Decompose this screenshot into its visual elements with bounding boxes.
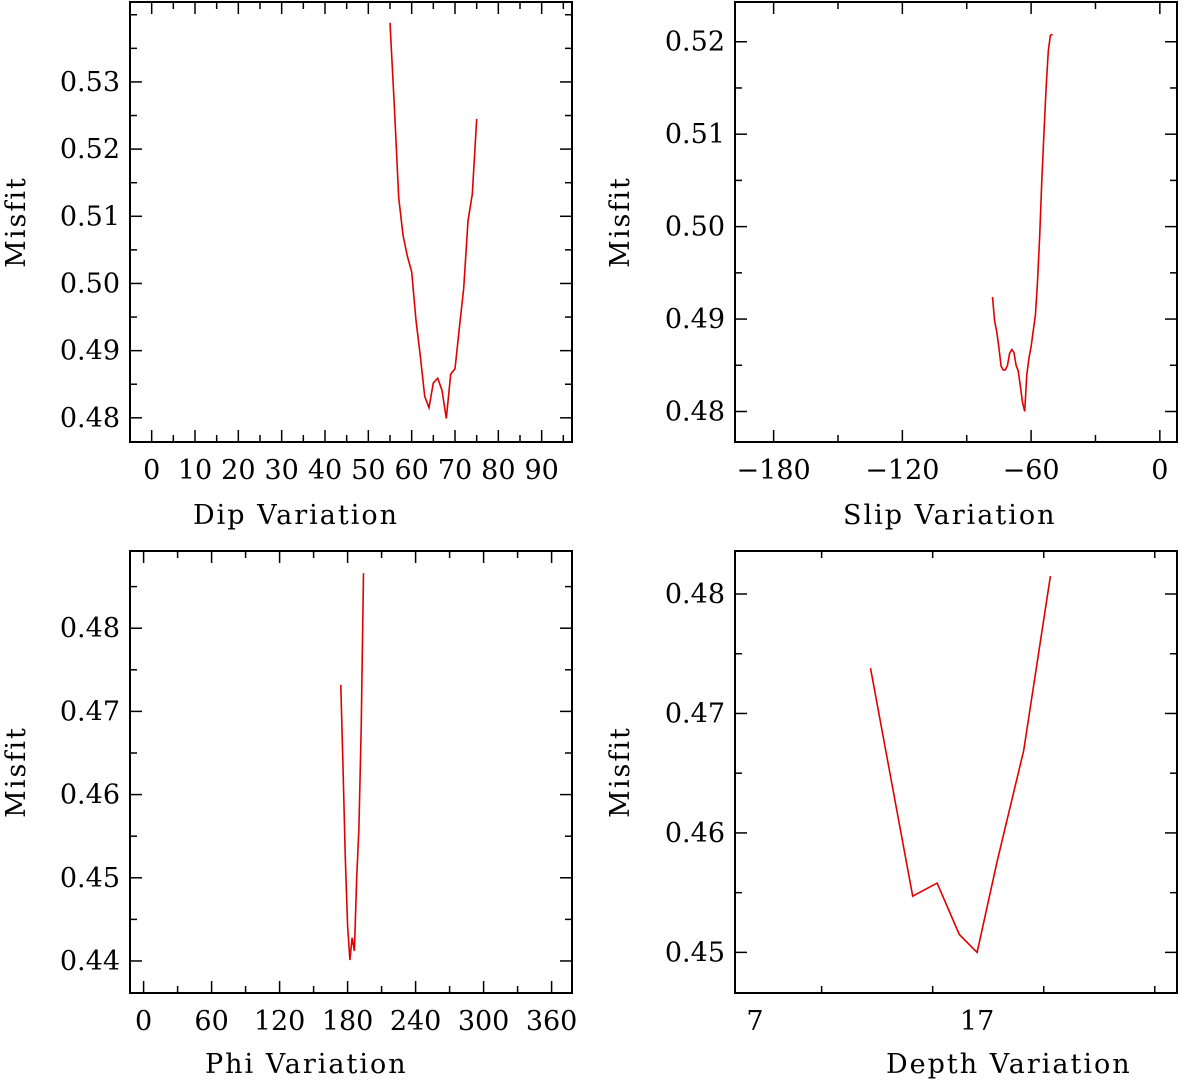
dip-x-tick-label: 50	[351, 455, 385, 486]
dip-x-tick-label: 10	[178, 455, 212, 486]
depth-x-tick-label: 17	[960, 1006, 994, 1037]
depth-y-tick-label: 0.48	[665, 579, 725, 610]
depth-y-tick-label: 0.47	[665, 698, 725, 729]
phi-x-tick-label: 180	[322, 1006, 374, 1037]
dip-x-tick-label: 20	[221, 455, 255, 486]
slip-x-tick-label: −180	[737, 455, 811, 486]
dip-x-tick-label: 60	[394, 455, 428, 486]
depth-x-tick-label: 7	[746, 1006, 763, 1037]
dip-y-tick-label: 0.51	[60, 201, 120, 232]
slip-panel: 0.48 0.49 0.50 0.51 0.52 −180 −120 −60 0 Slip Var…	[605, 1, 1178, 531]
phi-y-tick-label: 0.44	[60, 946, 120, 977]
depth-x-axis-label: Depth Variation	[886, 1049, 1132, 1080]
slip-x-tick-label: −60	[1003, 455, 1060, 486]
dip-panel: 0.48 0.49 0.50 0.51 0.52 0.53 0 10 20 30 40 50 60 70 8…	[1, 1, 573, 531]
slip-y-tick-label: 0.51	[665, 119, 725, 150]
phi-x-tick-label: 120	[254, 1006, 306, 1037]
slip-misfit-line	[991, 33, 1053, 412]
phi-y-tick-label: 0.47	[60, 696, 120, 727]
phi-y-tick-label: 0.45	[60, 863, 120, 894]
depth-misfit-line	[869, 575, 1052, 955]
phi-x-tick-label: 300	[458, 1006, 510, 1037]
dip-x-tick-label: 80	[481, 455, 515, 486]
phi-x-tick-label: 360	[526, 1006, 578, 1037]
phi-plot-frame	[129, 550, 573, 994]
depth-plot-frame	[734, 550, 1178, 994]
phi-y-tick-label: 0.48	[60, 613, 120, 644]
dip-misfit-line	[389, 22, 478, 419]
phi-y-axis-label: Misfit	[1, 726, 32, 818]
dip-y-tick-label: 0.52	[60, 134, 120, 165]
dip-x-axis-label: Dip Variation	[193, 500, 399, 531]
slip-plot-frame	[734, 1, 1178, 443]
slip-y-axis-label: Misfit	[605, 176, 636, 268]
depth-y-tick-label: 0.46	[665, 818, 725, 849]
dip-x-tick-label: 30	[264, 455, 298, 486]
dip-x-tick-label: 70	[438, 455, 472, 486]
dip-x-tick-label: 0	[143, 455, 160, 486]
slip-y-tick-label: 0.50	[665, 212, 725, 243]
depth-y-axis-label: Misfit	[605, 726, 636, 818]
slip-x-tick-label: −120	[865, 455, 939, 486]
depth-y-tick-label: 0.45	[665, 937, 725, 968]
depth-panel: 0.45 0.46 0.47 0.48 7 17 Depth Variation Misfit	[605, 550, 1178, 1080]
phi-x-tick-label: 60	[194, 1006, 228, 1037]
dip-y-tick-label: 0.53	[60, 67, 120, 98]
dip-x-tick-label: 40	[308, 455, 342, 486]
phi-x-tick-label: 0	[135, 1006, 152, 1037]
dip-y-axis-label: Misfit	[1, 176, 32, 268]
slip-y-tick-label: 0.49	[665, 304, 725, 335]
dip-x-tick-label: 90	[524, 455, 558, 486]
slip-y-tick-label: 0.52	[665, 27, 725, 58]
slip-x-axis-label: Slip Variation	[843, 500, 1057, 531]
phi-x-axis-label: Phi Variation	[205, 1049, 408, 1080]
phi-misfit-line	[340, 573, 365, 961]
slip-y-tick-label: 0.48	[665, 396, 725, 427]
slip-x-tick-label: 0	[1151, 455, 1168, 486]
dip-y-tick-label: 0.50	[60, 268, 120, 299]
dip-plot-frame	[129, 1, 573, 443]
phi-panel: 0.44 0.45 0.46 0.47 0.48 0 60 120 180 240 300 360 Ph…	[1, 550, 578, 1080]
phi-x-tick-label: 240	[390, 1006, 442, 1037]
phi-y-tick-label: 0.46	[60, 780, 120, 811]
dip-y-tick-label: 0.49	[60, 336, 120, 367]
dip-y-tick-label: 0.48	[60, 403, 120, 434]
